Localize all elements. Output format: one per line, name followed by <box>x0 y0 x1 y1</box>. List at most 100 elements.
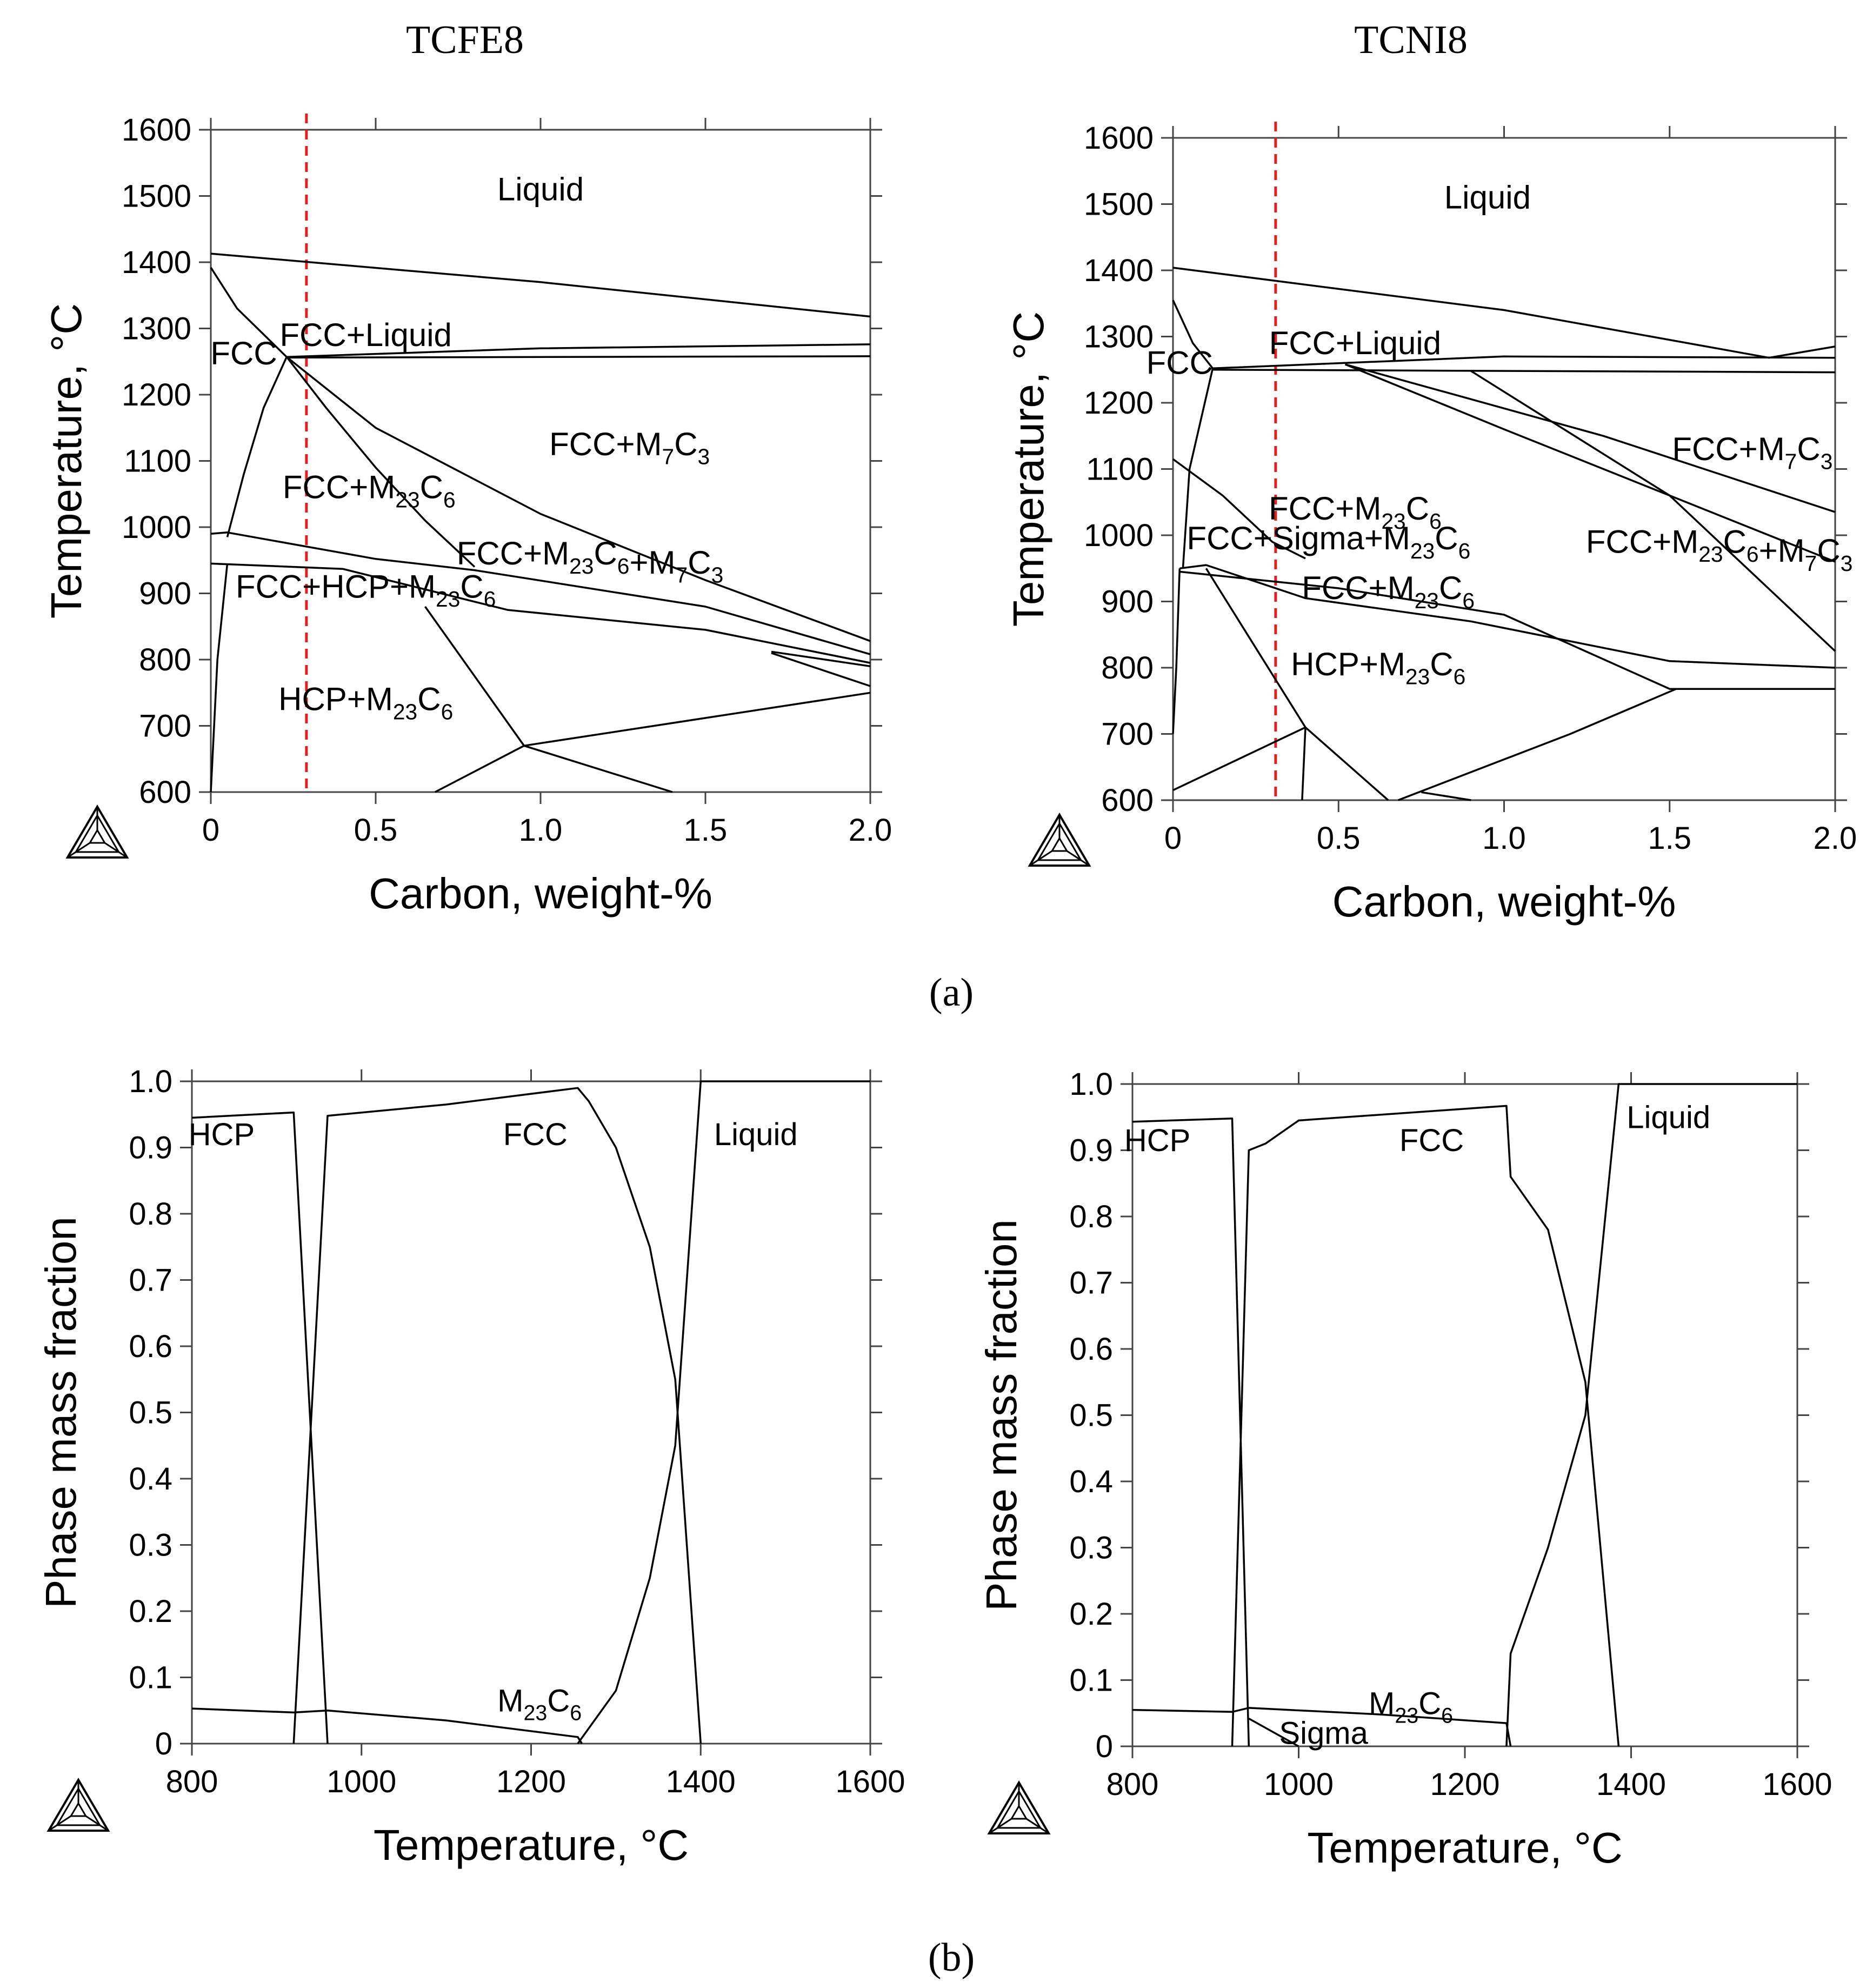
y-tick-label: 900 <box>139 576 191 611</box>
y-tick-label: 0.4 <box>129 1461 172 1497</box>
series-line-liquidus <box>1172 267 1836 359</box>
x-tick-label: 1.5 <box>684 813 728 848</box>
series-line-m23c6 <box>1132 1707 1512 1747</box>
phase-label: FCC+Liquid <box>1269 325 1442 361</box>
logo-core-triangle <box>88 828 106 844</box>
phase-label: FCC+M23C6 <box>1269 490 1442 534</box>
series-line-hcp-lower <box>210 562 871 664</box>
caption-b: (b) <box>928 1936 975 1980</box>
chart-tcni8-phase-fraction: 800 1000 1200 1400 1600 0 0.1 0.2 0.3 0.4 0.5 0.6 0.… <box>977 1067 1832 1872</box>
y-tick-label: 1300 <box>122 311 191 347</box>
y-axis-label: Phase mass fraction <box>37 1216 85 1608</box>
x-tick-label: 800 <box>1107 1767 1159 1802</box>
y-tick-label: 0.2 <box>129 1594 172 1629</box>
series-line-m7c3-lower <box>1470 370 1836 652</box>
x-tick-label: 1600 <box>1762 1767 1832 1802</box>
phase-label: HCP <box>189 1117 255 1152</box>
series-line-m7c3-right <box>1345 363 1836 513</box>
series-line-hcp-line-2 <box>1179 570 1835 690</box>
y-axis-label: Temperature, °C <box>42 303 90 619</box>
x-tick-label: 0.5 <box>1317 821 1361 856</box>
y-tick-label: 700 <box>139 709 191 744</box>
chart-tcni8-phase-diagram: 0 0.5 1.0 1.5 2.0 600 700 800 900 1000 1100 1200 130… <box>1004 121 1857 926</box>
chart-tcfe8-phase-diagram: 0 0.5 1.0 1.5 2.0 600 700 800 900 1000 1100 1200 130… <box>42 112 892 917</box>
series-line-sigma-upper <box>1172 458 1306 560</box>
series-line-low-2 <box>523 744 673 793</box>
y-tick-label: 0.5 <box>1069 1398 1113 1433</box>
x-axis-label: Carbon, weight-% <box>1332 877 1676 926</box>
logo-spoke <box>48 1815 72 1832</box>
series-line-m23c6 <box>191 1707 583 1744</box>
phase-label: FCC <box>503 1117 568 1152</box>
y-tick-label: 700 <box>1101 717 1154 752</box>
database-label-right: TCNI8 <box>1354 18 1468 62</box>
logo-spoke <box>1066 850 1090 867</box>
x-tick-label: 1.0 <box>519 813 563 848</box>
database-label-left: TCFE8 <box>406 18 524 62</box>
phase-label: FCC+M23C6+M7C3 <box>457 535 724 588</box>
series-line-eutectic-lower <box>286 355 871 359</box>
series-line-fcc-m23c6-solvus <box>226 356 288 537</box>
series-line-liquid <box>577 1080 870 1745</box>
chart-tcfe8-phase-fraction: 800 1000 1200 1400 1600 0 0.1 0.2 0.3 0.4 0.5 0.6 0.… <box>37 1064 905 1869</box>
thermocalc-logo-icon <box>46 1778 110 1832</box>
phase-label: M23C6 <box>497 1683 582 1725</box>
series-line-right-small-2 <box>771 650 871 668</box>
series-line-upper-2 <box>1212 369 1836 374</box>
y-tick-label: 0.8 <box>129 1196 172 1232</box>
y-tick-label: 0.7 <box>129 1263 172 1298</box>
logo-outer-triangle <box>987 1780 1051 1834</box>
x-tick-label: 1200 <box>496 1764 566 1799</box>
series-line-liquid <box>1505 1083 1797 1747</box>
y-tick-label: 1100 <box>1086 452 1154 487</box>
phase-label: FCC <box>1147 345 1213 381</box>
logo-spoke <box>989 1818 1012 1834</box>
y-tick-label: 1.0 <box>1069 1067 1113 1102</box>
logo-spoke <box>104 842 128 859</box>
thermocalc-logo-icon <box>65 804 129 859</box>
y-tick-label: 0.9 <box>1069 1133 1113 1168</box>
x-axis-label: Temperature, °C <box>374 1821 689 1869</box>
series-line-right-small-1 <box>771 652 871 687</box>
series-line-hcp <box>191 1111 329 1744</box>
series-line-m23c6-m7c3-left <box>285 356 476 568</box>
y-tick-label: 0.9 <box>129 1131 172 1166</box>
phase-label: HCP <box>1124 1123 1190 1158</box>
logo-inner-triangle <box>996 1790 1042 1829</box>
phase-label: FCC+M23C6+M7C3 <box>1586 523 1853 576</box>
y-tick-label: 1.0 <box>129 1064 172 1099</box>
y-tick-label: 800 <box>1101 650 1154 686</box>
y-axis-label: Temperature, °C <box>1004 311 1052 627</box>
y-tick-label: 0.6 <box>1069 1332 1113 1367</box>
series-line-left-solvus <box>1182 368 1214 569</box>
y-tick-label: 0.2 <box>1069 1597 1113 1632</box>
y-tick-label: 900 <box>1101 584 1154 620</box>
series-line-solidus <box>210 267 288 358</box>
logo-outer-triangle <box>46 1778 110 1832</box>
phase-label: Liquid <box>714 1117 798 1152</box>
series-line-hcp-line-1 <box>1179 564 1836 669</box>
caption-a: (a) <box>929 970 974 1015</box>
phase-label: M23C6 <box>1369 1686 1453 1727</box>
series-line-m7c3-left <box>1344 363 1836 563</box>
y-tick-label: 0 <box>1096 1729 1113 1764</box>
logo-spoke <box>85 1815 109 1832</box>
x-tick-label: 0 <box>202 813 219 848</box>
series-line-liquidus <box>210 252 871 318</box>
series-line-hcp-down <box>1205 568 1389 801</box>
phase-label: Sigma <box>1279 1716 1368 1751</box>
y-tick-label: 0 <box>155 1726 172 1761</box>
logo-inner-triangle <box>55 1787 102 1826</box>
x-tick-label: 0 <box>1164 821 1182 856</box>
series-line-m23c6-m7c3-right <box>286 356 871 642</box>
x-tick-label: 1000 <box>326 1764 396 1799</box>
y-tick-label: 1600 <box>122 112 191 148</box>
y-tick-label: 0.6 <box>129 1329 172 1364</box>
phase-label: FCC <box>1399 1123 1464 1158</box>
series-line-low-c <box>1397 688 1677 801</box>
y-tick-label: 600 <box>139 775 191 810</box>
phase-label: HCP+M23C6 <box>278 681 453 724</box>
phase-label: FCC+HCP+M23C6 <box>236 568 496 611</box>
x-axis-label: Temperature, °C <box>1307 1824 1622 1872</box>
